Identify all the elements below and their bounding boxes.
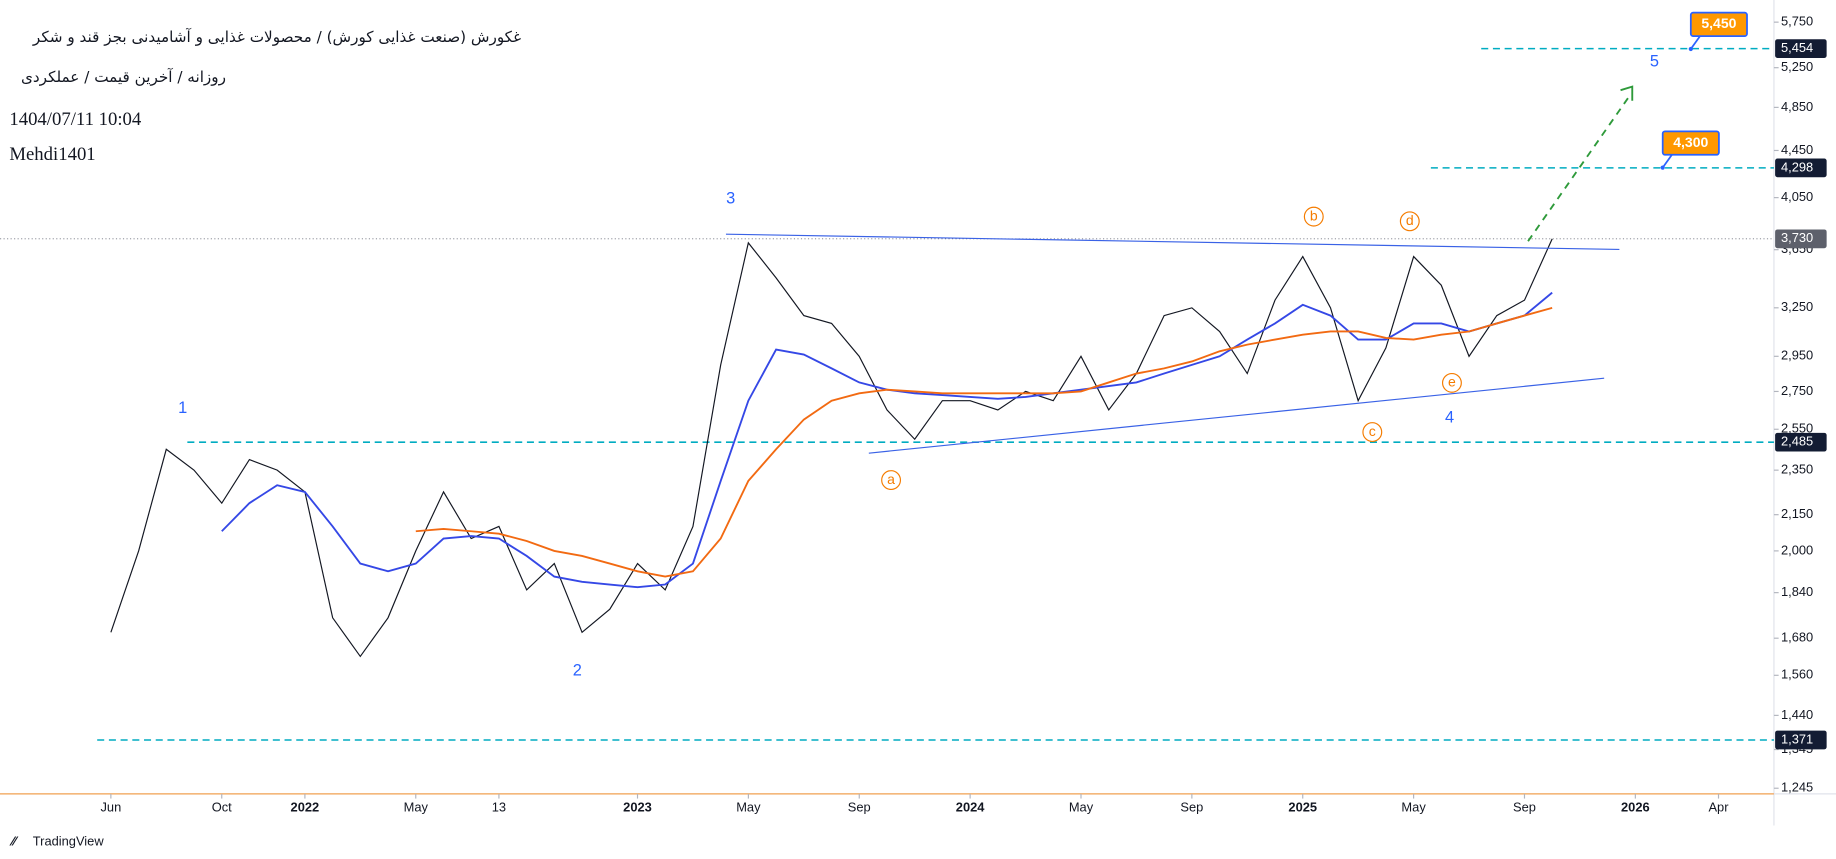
- level-label: 2,485: [1781, 434, 1813, 449]
- y-tick-label: 1,560: [1781, 667, 1813, 682]
- letter-circle: [1399, 211, 1420, 232]
- y-tick-label: 4,450: [1781, 142, 1813, 157]
- wave-label: 5: [1650, 52, 1659, 70]
- wave-label: 3: [726, 189, 735, 207]
- x-tick-label: 2024: [956, 799, 985, 814]
- level-box: [1775, 229, 1827, 249]
- level-box: [1775, 730, 1827, 750]
- y-tick-label: 2,550: [1781, 421, 1813, 436]
- brand: TradingView: [33, 833, 105, 848]
- y-tick-label: 5,250: [1781, 59, 1813, 74]
- y-tick-label: 1,680: [1781, 630, 1813, 645]
- level-box: [1775, 158, 1827, 178]
- y-tick-label: 2,000: [1781, 542, 1813, 557]
- level-label: 4,298: [1781, 159, 1813, 174]
- plot: 5,7505,2504,8504,4504,0503,6503,2502,950…: [0, 11, 1827, 814]
- x-tick-label: May: [1401, 799, 1426, 814]
- target-dot: [1688, 46, 1693, 52]
- settings: روزانه / آخرین قیمت / عملکردی: [21, 68, 226, 86]
- level-label: 5,454: [1781, 40, 1813, 55]
- upper-trendline: [725, 233, 1620, 250]
- datetime: 1404/07/11 10:04: [9, 109, 142, 130]
- y-tick-label: 2,750: [1781, 383, 1813, 398]
- wave-letter: d: [1406, 212, 1414, 228]
- x-tick-label: Sep: [848, 799, 871, 814]
- moving-average: [415, 306, 1553, 578]
- level-box: [1775, 39, 1827, 58]
- y-tick-label: 4,050: [1781, 189, 1813, 204]
- y-tick-label: 1,440: [1781, 707, 1813, 722]
- wave-letter: c: [1369, 423, 1376, 439]
- projection-arrow: [1620, 85, 1634, 101]
- target-dot: [1660, 165, 1665, 170]
- letter-circle: [881, 470, 902, 491]
- projection: [1527, 93, 1632, 242]
- lower-trendline: [868, 377, 1605, 454]
- x-tick-label: Oct: [212, 799, 232, 814]
- letter-circle: [1303, 206, 1324, 227]
- y-tick-label: 2,350: [1781, 462, 1813, 477]
- x-tick-label: 2022: [291, 799, 320, 814]
- letter-circle: [1362, 422, 1383, 443]
- level-label: 1,371: [1781, 731, 1813, 746]
- y-tick-label: 4,850: [1781, 99, 1813, 114]
- wave-letter: b: [1310, 207, 1318, 223]
- x-tick-label: May: [736, 799, 761, 814]
- wave-label: 2: [573, 661, 582, 679]
- author: Mehdi1401: [9, 144, 95, 165]
- symbol-title: غکورش (صنعت غذایی کورش) / محصولات غذایی …: [32, 28, 521, 46]
- wave-letter: a: [887, 471, 895, 487]
- x-tick-label: 2026: [1621, 799, 1650, 814]
- x-tick-label: Jun: [100, 799, 121, 814]
- x-tick-label: Apr: [1708, 799, 1729, 814]
- target-label: 5,450: [1701, 15, 1736, 31]
- y-tick-label: 1,840: [1781, 584, 1813, 599]
- x-tick-label: 2023: [623, 799, 652, 814]
- target-label: 4,300: [1673, 134, 1708, 150]
- wave-letter: e: [1448, 374, 1456, 390]
- wave-label: 1: [178, 399, 187, 417]
- letter-circle: [1441, 372, 1462, 393]
- level-label: 3,730: [1781, 230, 1813, 245]
- x-tick-label: Sep: [1513, 799, 1536, 814]
- y-tick-label: 2,950: [1781, 348, 1813, 363]
- x-tick-label: Sep: [1180, 799, 1203, 814]
- brand-logo: ⁄⁄: [9, 833, 19, 848]
- x-tick-label: May: [404, 799, 429, 814]
- x-tick-label: May: [1069, 799, 1094, 814]
- wave-label: 4: [1445, 408, 1454, 426]
- y-tick-label: 3,250: [1781, 299, 1813, 314]
- y-tick-label: 1,245: [1781, 780, 1813, 795]
- level-box: [1775, 432, 1827, 452]
- x-tick-label: 13: [492, 799, 506, 814]
- x-tick-label: 2025: [1288, 799, 1317, 814]
- target-box: [1689, 11, 1748, 37]
- y-tick-label: 5,750: [1781, 14, 1813, 29]
- price-line: [110, 238, 1553, 658]
- y-tick-label: 2,150: [1781, 506, 1813, 521]
- target-box: [1661, 130, 1720, 156]
